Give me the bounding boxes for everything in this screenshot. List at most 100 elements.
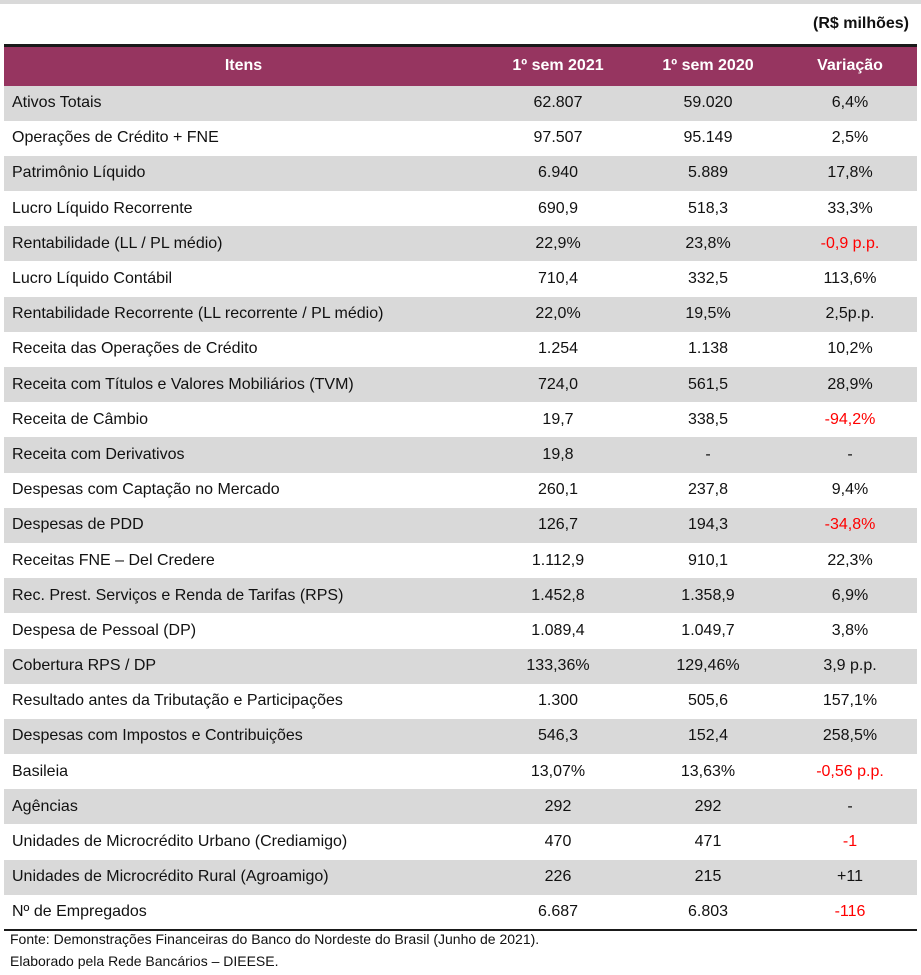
row-value-2020: 6.803	[687, 902, 729, 920]
row-item-label: Unidades de Microcrédito Rural (Agroamig…	[12, 868, 329, 886]
indicators-table: Itens 1º sem 2021 1º sem 2020 Variação A…	[4, 44, 917, 931]
row-item-label: Agências	[12, 797, 78, 815]
row-value-2020: 5.889	[687, 164, 729, 182]
row-variation: 258,5%	[822, 727, 878, 745]
column-header-itens: Itens	[4, 44, 483, 86]
row-value-2021: 260,1	[537, 481, 579, 499]
row-item-label: Receitas FNE – Del Credere	[12, 551, 215, 569]
table-row: Rec. Prest. Serviços e Renda de Tarifas …	[4, 578, 917, 614]
row-item-label: Rentabilidade (LL / PL médio)	[12, 234, 223, 252]
column-header-sem-2020: 1º sem 2020	[633, 44, 783, 86]
row-value-2021: 19,8	[542, 445, 574, 463]
row-value-2021: 226	[544, 868, 572, 886]
row-variation: 2,5p.p.	[825, 305, 875, 323]
row-variation: 28,9%	[827, 375, 873, 393]
row-item-label: Receita com Derivativos	[12, 445, 185, 463]
indicators-table-wrapper: Itens 1º sem 2021 1º sem 2020 Variação A…	[4, 44, 917, 931]
row-value-2021: 126,7	[537, 516, 579, 534]
row-item-label: Cobertura RPS / DP	[12, 657, 157, 675]
row-item-label: Receita das Operações de Crédito	[12, 340, 258, 358]
unit-label: (R$ milhões)	[812, 15, 909, 32]
row-variation: 22,3%	[827, 551, 873, 569]
row-value-2020: 471	[694, 833, 722, 851]
row-value-2021: 1.300	[537, 692, 579, 710]
row-value-2020: 561,5	[687, 375, 729, 393]
row-variation: -	[847, 445, 853, 463]
row-value-2020: 1.358,9	[681, 586, 735, 604]
row-value-2020: 338,5	[687, 410, 729, 428]
row-value-2020: 215	[694, 868, 722, 886]
row-value-2021: 6.687	[537, 902, 579, 920]
row-variation: 17,8%	[827, 164, 873, 182]
table-row: Despesa de Pessoal (DP) 1.089,4 1.049,7 3,8…	[4, 613, 917, 648]
table-row: Unidades de Microcrédito Urbano (Crediam…	[4, 824, 917, 859]
row-value-2020: 1.138	[687, 340, 729, 358]
row-value-2021: 1.089,4	[531, 621, 585, 639]
row-value-2020: 194,3	[687, 516, 729, 534]
row-variation: 10,2%	[827, 340, 873, 358]
table-row: Ativos Totais 62.807 59.020 6,4%	[4, 85, 917, 121]
row-value-2020: 129,46%	[676, 657, 740, 675]
row-variation: 3,8%	[831, 621, 869, 639]
table-row: Rentabilidade (LL / PL médio) 22,9% 23,8% -…	[4, 226, 917, 262]
row-variation: -0,56 p.p.	[816, 762, 884, 780]
row-value-2021: 546,3	[537, 727, 579, 745]
credit-note: Elaborado pela Rede Bancários – DIEESE.	[10, 953, 279, 969]
row-item-label: Basileia	[12, 762, 69, 780]
row-value-2021: 13,07%	[530, 762, 586, 780]
table-row: Rentabilidade Recorrente (LL recorrente …	[4, 296, 917, 332]
row-variation: 2,5%	[831, 129, 869, 147]
row-variation: 6,9%	[831, 586, 869, 604]
row-value-2021: 1.452,8	[531, 586, 585, 604]
table-row: Receita com Títulos e Valores Mobiliário…	[4, 367, 917, 403]
table-row: Receita com Derivativos 19,8 - -	[4, 437, 917, 473]
row-variation: -1	[842, 833, 858, 851]
row-variation: 33,3%	[827, 199, 873, 217]
row-item-label: Receita com Títulos e Valores Mobiliário…	[12, 375, 354, 393]
row-value-2020: 95.149	[683, 129, 733, 147]
row-variation: 9,4%	[831, 481, 869, 499]
row-value-2021: 470	[544, 833, 572, 851]
row-value-2021: 710,4	[537, 270, 579, 288]
table-row: Nº de Empregados 6.687 6.803 -116	[4, 895, 917, 930]
row-item-label: Lucro Líquido Recorrente	[12, 199, 193, 217]
row-item-label: Resultado antes da Tributação e Particip…	[12, 692, 343, 710]
row-variation: -	[847, 797, 853, 815]
row-variation: -116	[834, 902, 866, 920]
row-item-label: Rentabilidade Recorrente (LL recorrente …	[12, 305, 384, 323]
row-value-2021: 724,0	[537, 375, 579, 393]
row-variation: -94,2%	[824, 410, 876, 428]
row-variation: +11	[837, 868, 863, 886]
table-row: Despesas com Impostos e Contribuições 546…	[4, 718, 917, 755]
row-value-2020: 152,4	[687, 727, 729, 745]
row-value-2020: 505,6	[687, 692, 729, 710]
table-row: Cobertura RPS / DP 133,36% 129,46% 3,9 p.p.	[4, 648, 917, 684]
row-value-2021: 1.254	[537, 340, 579, 358]
row-variation: -34,8%	[824, 516, 876, 534]
row-value-2020: 19,5%	[685, 305, 731, 323]
row-item-label: Receita de Câmbio	[12, 410, 149, 428]
row-value-2021: 690,9	[537, 199, 579, 217]
source-note: Fonte: Demonstrações Financeiras do Banc…	[10, 931, 540, 947]
row-value-2020: 59.020	[683, 94, 733, 112]
row-value-2021: 22,0%	[535, 305, 581, 323]
row-value-2021: 19,7	[542, 410, 574, 428]
row-item-label: Patrimônio Líquido	[12, 164, 146, 182]
column-header-variacao: Variação	[783, 44, 917, 86]
row-value-2020: 518,3	[687, 199, 729, 217]
row-value-2020: -	[705, 445, 711, 463]
row-item-label: Operações de Crédito + FNE	[12, 129, 219, 147]
table-row: Receitas FNE – Del Credere 1.112,9 910,1 22…	[4, 543, 917, 578]
table-row: Despesas com Captação no Mercado 260,1 237…	[4, 473, 917, 508]
row-value-2020: 332,5	[687, 270, 729, 288]
row-item-label: Nº de Empregados	[12, 902, 147, 920]
row-variation: 6,4%	[831, 94, 869, 112]
row-value-2021: 22,9%	[535, 234, 581, 252]
row-item-label: Despesas com Impostos e Contribuições	[12, 727, 303, 745]
row-item-label: Ativos Totais	[12, 94, 102, 112]
row-variation: -0,9 p.p.	[820, 234, 880, 252]
row-value-2021: 6.940	[537, 164, 579, 182]
table-row: Operações de Crédito + FNE 97.507 95.149 2,…	[4, 121, 917, 156]
top-divider	[0, 0, 921, 4]
